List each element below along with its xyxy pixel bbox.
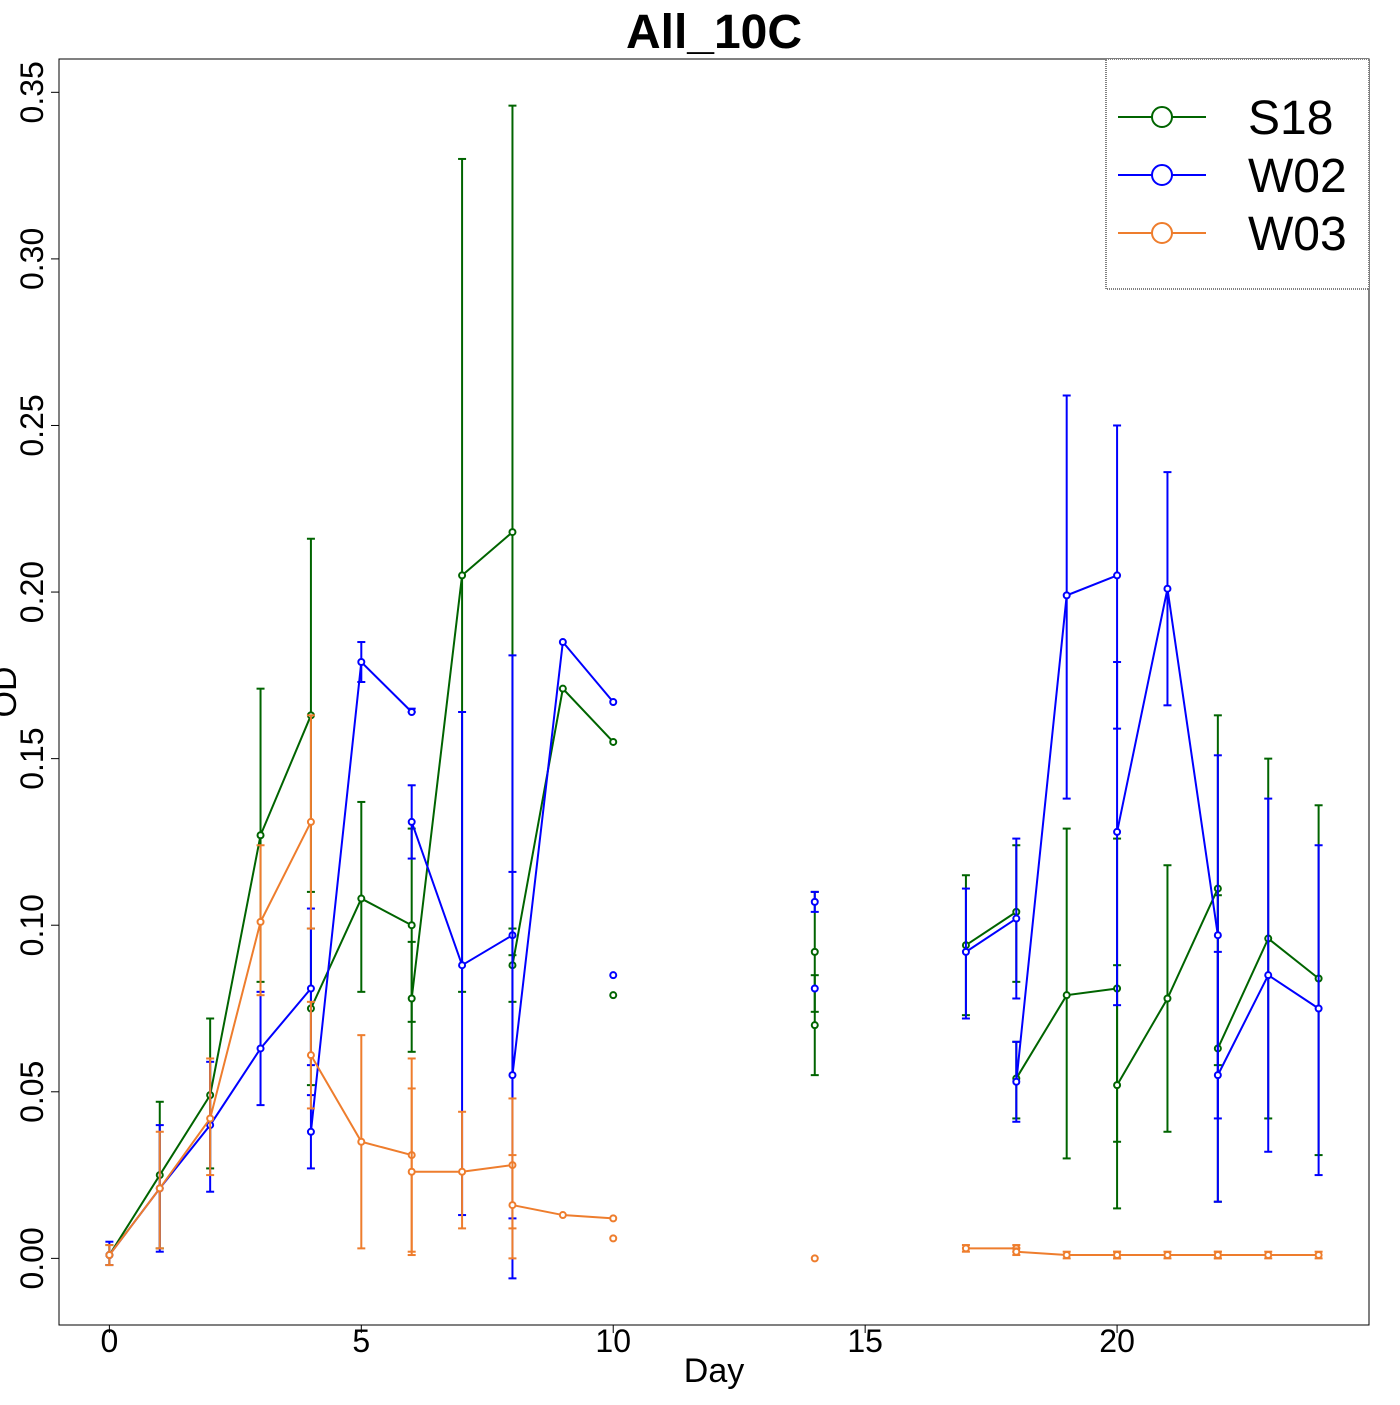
- data-point: [458, 961, 467, 970]
- data-point: [1314, 1251, 1323, 1260]
- data-point: [1012, 1247, 1021, 1256]
- data-point: [458, 1167, 467, 1176]
- y-axis: 0.00 0.05 0.10 0.15 0.20 0.25 0.30 0.35: [14, 61, 60, 1290]
- data-point: [810, 984, 819, 993]
- data-point: [1264, 1251, 1273, 1260]
- legend-item-w02: W02: [1118, 150, 1347, 203]
- y-tick-label: 0.20: [14, 561, 50, 623]
- data-point: [961, 1244, 970, 1253]
- legend-item-s18: S18: [1118, 92, 1333, 145]
- legend-label: W03: [1248, 208, 1347, 261]
- data-point: [256, 1044, 265, 1053]
- legend-marker: [1151, 164, 1173, 186]
- data-point: [256, 917, 265, 926]
- legend-item-w03: W03: [1118, 208, 1347, 261]
- x-tick-label: 20: [1099, 1323, 1135, 1359]
- data-point: [508, 1071, 517, 1080]
- data-point: [1213, 931, 1222, 940]
- data-point: [1062, 1251, 1071, 1260]
- x-tick-label: 5: [352, 1323, 370, 1359]
- data-point: [306, 984, 315, 993]
- data-point: [1012, 914, 1021, 923]
- data-point: [407, 707, 416, 716]
- legend-marker: [1151, 222, 1173, 244]
- data-point: [407, 994, 416, 1003]
- legend-label: S18: [1248, 92, 1333, 145]
- data-point: [1213, 1071, 1222, 1080]
- x-axis-label: Day: [684, 1352, 744, 1390]
- y-tick-label: 0.05: [14, 1061, 50, 1123]
- data-point: [1062, 991, 1071, 1000]
- y-tick-label: 0.15: [14, 727, 50, 789]
- data-point: [1314, 1004, 1323, 1013]
- y-tick-label: 0.00: [14, 1227, 50, 1289]
- data-point: [407, 921, 416, 930]
- data-point: [810, 1254, 819, 1263]
- data-point: [1113, 571, 1122, 580]
- data-point: [1113, 1081, 1122, 1090]
- series-line: [511, 639, 614, 1076]
- data-point: [1264, 971, 1273, 980]
- data-point: [458, 571, 467, 580]
- series-line: [511, 686, 614, 966]
- data-point: [306, 1127, 315, 1136]
- data-point: [609, 1214, 618, 1223]
- data-point: [306, 1051, 315, 1060]
- data-point: [1213, 1251, 1222, 1260]
- chart-title: All_10C: [626, 6, 802, 59]
- y-tick-label: 0.30: [14, 228, 50, 290]
- legend-label: W02: [1248, 150, 1347, 203]
- data-point: [508, 1201, 517, 1210]
- data-point: [1012, 1077, 1021, 1086]
- data-point: [1163, 994, 1172, 1003]
- data-point: [306, 817, 315, 826]
- data-point: [609, 1234, 618, 1243]
- data-point: [558, 638, 567, 647]
- data-point: [810, 1021, 819, 1030]
- data-point: [508, 528, 517, 537]
- series-layer: [105, 104, 1323, 1280]
- data-point: [810, 897, 819, 906]
- y-tick-label: 0.25: [14, 394, 50, 456]
- data-point: [105, 1251, 114, 1260]
- data-point: [206, 1114, 215, 1123]
- data-point: [810, 947, 819, 956]
- data-point: [961, 947, 970, 956]
- series-line: [965, 917, 1017, 953]
- y-tick-label: 0.10: [14, 894, 50, 956]
- data-point: [1113, 827, 1122, 836]
- data-point: [558, 1211, 567, 1220]
- x-tick-label: 10: [595, 1323, 631, 1359]
- data-point: [357, 1137, 366, 1146]
- x-tick-label: 0: [100, 1323, 118, 1359]
- data-point: [609, 991, 618, 1000]
- data-point: [357, 658, 366, 667]
- x-axis: 0 5 10 15 20: [100, 1323, 1134, 1359]
- data-point: [609, 697, 618, 706]
- series-w02: [105, 394, 1323, 1280]
- series-line: [965, 911, 1017, 947]
- data-point: [1163, 1251, 1172, 1260]
- y-tick-label: 0.35: [14, 61, 50, 123]
- data-point: [1113, 1251, 1122, 1260]
- data-point: [609, 971, 618, 980]
- data-point: [609, 737, 618, 746]
- data-point: [407, 1167, 416, 1176]
- series-w03: [105, 714, 1323, 1267]
- y-axis-label: OD: [0, 667, 24, 718]
- legend-marker: [1151, 106, 1173, 128]
- data-point: [155, 1184, 164, 1193]
- data-point: [1163, 584, 1172, 593]
- data-point: [558, 684, 567, 693]
- data-point: [407, 817, 416, 826]
- data-point: [1062, 591, 1071, 600]
- data-point: [357, 894, 366, 903]
- data-point: [256, 831, 265, 840]
- x-tick-label: 15: [847, 1323, 883, 1359]
